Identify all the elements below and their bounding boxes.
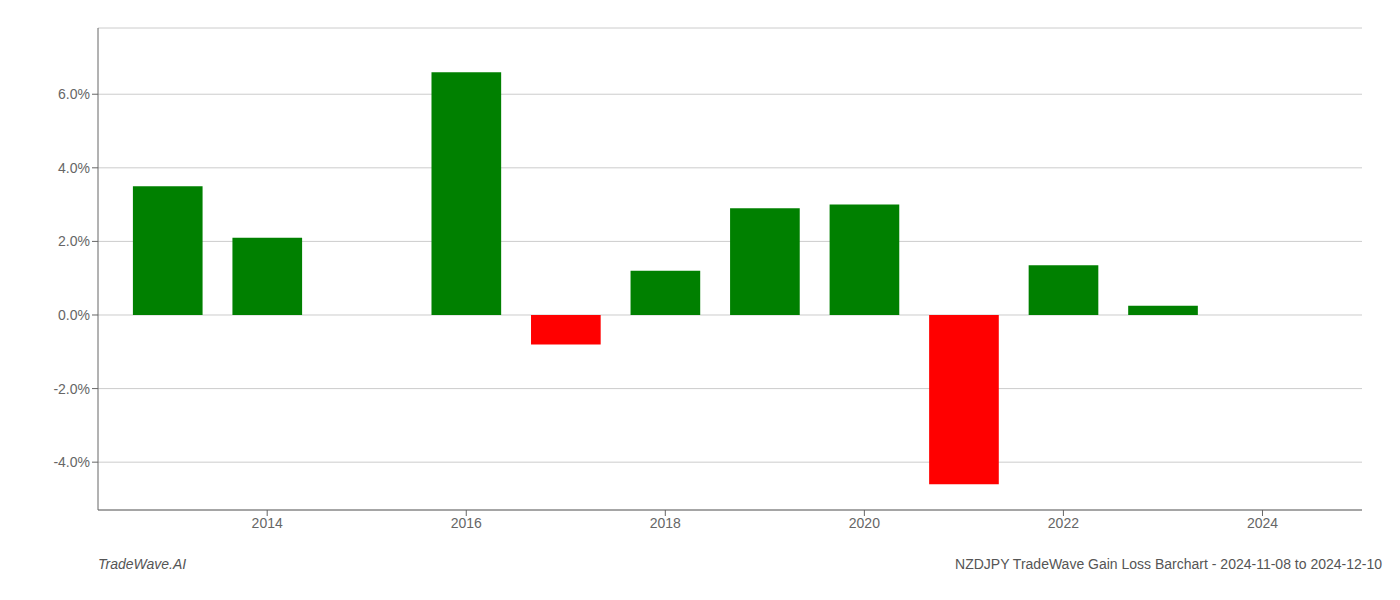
svg-text:2.0%: 2.0% — [58, 233, 90, 249]
svg-text:0.0%: 0.0% — [58, 307, 90, 323]
svg-text:2020: 2020 — [849, 515, 880, 531]
html-text:TradeWave.AI: TradeWave.AI — [98, 556, 187, 572]
svg-text:6.0%: 6.0% — [58, 86, 90, 102]
svg-text:2018: 2018 — [650, 515, 681, 531]
svg-text:2016: 2016 — [451, 515, 482, 531]
svg-text:-2.0%: -2.0% — [53, 381, 90, 397]
svg-text:4.0%: 4.0% — [58, 160, 90, 176]
svg-text:2014: 2014 — [252, 515, 283, 531]
svg-text:2024: 2024 — [1247, 515, 1278, 531]
svg-text:2022: 2022 — [1048, 515, 1079, 531]
html-text:NZDJPY TradeWave Gain Loss Bar: NZDJPY TradeWave Gain Loss Barchart - 20… — [955, 556, 1382, 572]
svg-text:-4.0%: -4.0% — [53, 454, 90, 470]
